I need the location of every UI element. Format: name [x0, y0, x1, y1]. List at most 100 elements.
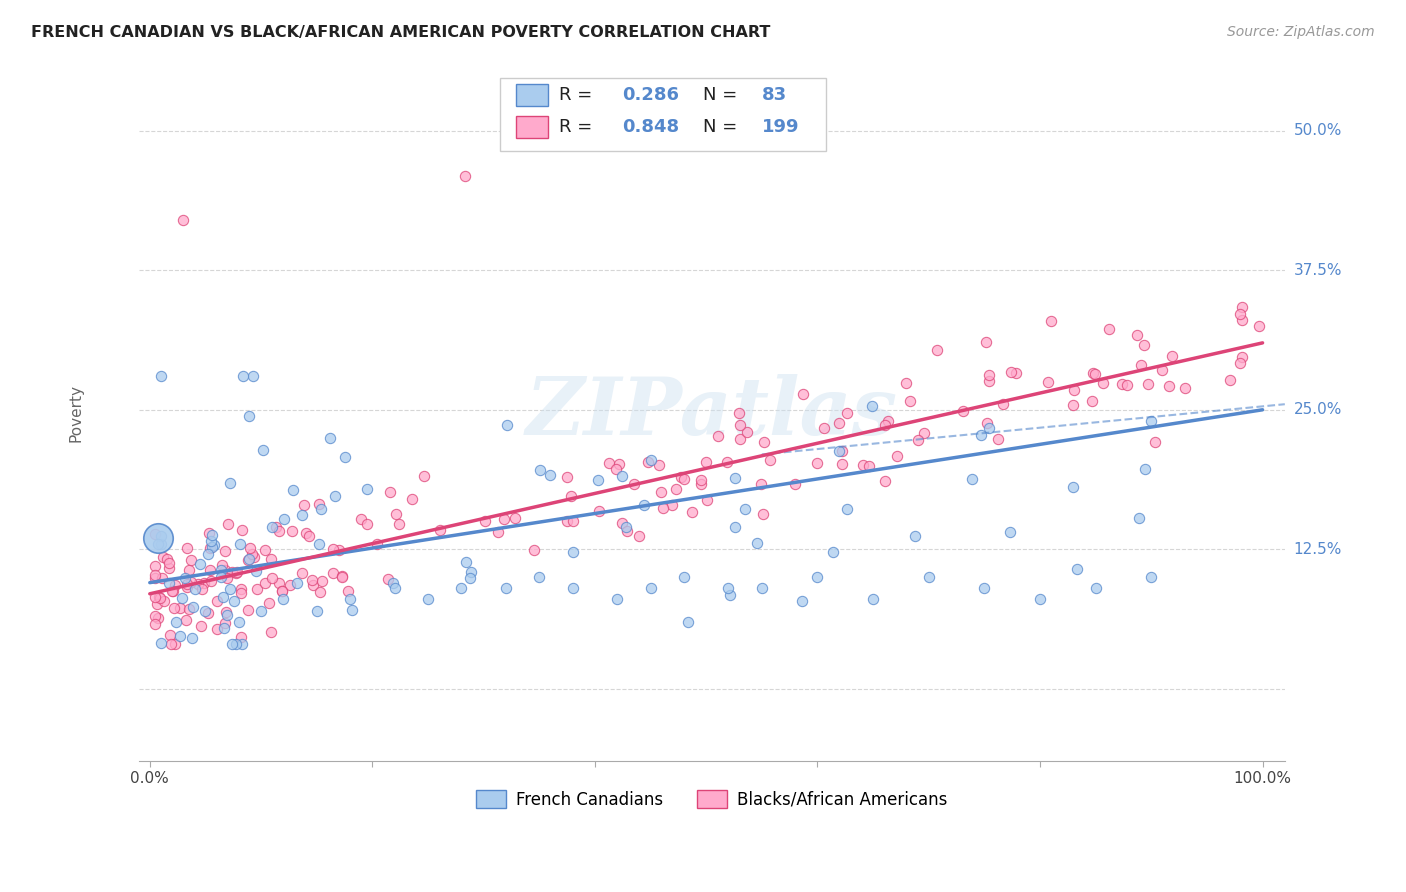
Point: [238, 409, 260, 423]
Point: [1092, 376, 1115, 391]
Point: [912, 426, 935, 441]
Point: [1066, 562, 1088, 576]
Point: [205, 594, 228, 608]
Point: [229, 630, 252, 644]
Point: [385, 507, 408, 521]
Point: [245, 564, 267, 578]
Point: [169, 600, 191, 615]
Point: [681, 505, 703, 519]
Point: [724, 471, 747, 485]
Point: [538, 468, 561, 483]
Point: [198, 526, 221, 541]
Point: [229, 586, 252, 600]
Point: [212, 591, 235, 605]
Point: [260, 552, 283, 566]
Point: [648, 458, 671, 473]
Point: [273, 592, 295, 607]
Text: 0.286: 0.286: [623, 86, 679, 103]
Point: [356, 517, 378, 532]
Point: [295, 526, 318, 541]
Point: [1062, 480, 1084, 494]
Point: [180, 632, 202, 646]
Point: [149, 529, 172, 543]
Point: [561, 581, 583, 595]
Point: [665, 483, 688, 497]
Point: [339, 592, 361, 607]
Point: [669, 470, 692, 484]
Point: [876, 414, 898, 428]
Point: [143, 559, 166, 574]
Point: [607, 457, 630, 471]
Point: [970, 427, 993, 442]
Point: [792, 594, 814, 608]
Point: [301, 578, 323, 592]
Point: [1143, 434, 1166, 449]
Point: [231, 524, 253, 538]
Point: [165, 578, 187, 592]
Point: [301, 573, 323, 587]
Point: [215, 607, 238, 622]
Point: [828, 443, 851, 458]
Point: [305, 603, 328, 617]
Point: [311, 501, 333, 516]
Point: [952, 403, 974, 417]
Point: [979, 368, 1001, 383]
Point: [640, 581, 662, 595]
Point: [690, 477, 713, 491]
Point: [146, 536, 169, 550]
Point: [456, 555, 478, 569]
Point: [322, 566, 344, 580]
Point: [1116, 378, 1139, 392]
Point: [378, 485, 401, 500]
Point: [148, 590, 170, 604]
Point: [616, 524, 638, 538]
Point: [221, 637, 243, 651]
Point: [623, 476, 645, 491]
Point: [332, 570, 354, 584]
Point: [330, 569, 353, 583]
Point: [1128, 511, 1150, 525]
Point: [160, 583, 183, 598]
Text: R =: R =: [560, 86, 599, 103]
Point: [157, 556, 180, 570]
Point: [747, 536, 769, 550]
Point: [184, 582, 207, 596]
Point: [145, 598, 167, 612]
Point: [200, 528, 222, 542]
Point: [323, 489, 346, 503]
Point: [200, 533, 222, 548]
Point: [486, 524, 509, 539]
Point: [1135, 462, 1157, 476]
Point: [298, 528, 321, 542]
Point: [149, 537, 172, 551]
Point: [250, 603, 273, 617]
Point: [335, 450, 357, 464]
Point: [1229, 356, 1251, 370]
Point: [1160, 349, 1182, 363]
Point: [225, 637, 247, 651]
Point: [460, 566, 482, 580]
Point: [1111, 377, 1133, 392]
Text: R =: R =: [560, 118, 599, 136]
Point: [176, 581, 198, 595]
Point: [281, 483, 304, 497]
Point: [388, 516, 411, 531]
Point: [211, 558, 233, 573]
Point: [311, 574, 333, 588]
Point: [610, 516, 633, 530]
Point: [1129, 358, 1152, 372]
Point: [238, 551, 260, 566]
Point: [862, 592, 884, 607]
Point: [728, 418, 751, 433]
Point: [267, 524, 290, 538]
Point: [450, 581, 472, 595]
Point: [309, 585, 332, 599]
Text: FRENCH CANADIAN VS BLACK/AFRICAN AMERICAN POVERTY CORRELATION CHART: FRENCH CANADIAN VS BLACK/AFRICAN AMERICA…: [31, 25, 770, 40]
Point: [267, 575, 290, 590]
Point: [180, 574, 202, 589]
Point: [858, 459, 880, 474]
Point: [179, 563, 201, 577]
Point: [962, 472, 984, 486]
Point: [209, 563, 232, 577]
Point: [350, 512, 373, 526]
